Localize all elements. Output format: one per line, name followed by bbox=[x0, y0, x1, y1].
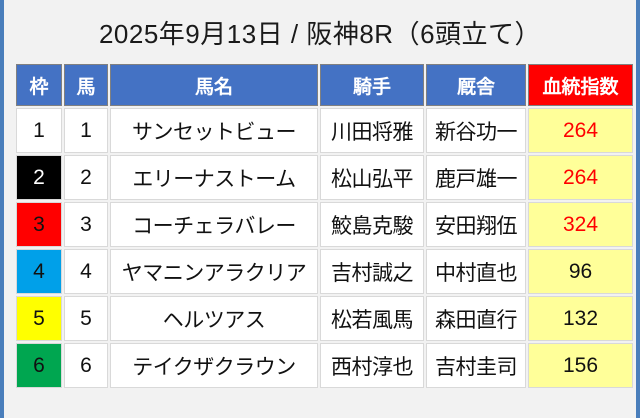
table-row[interactable]: 1 1 サンセットビュー 川田将雅 新谷功一 264 bbox=[16, 108, 633, 153]
cell-stable-name: 新谷功一 bbox=[426, 108, 526, 153]
cell-frame-number: 2 bbox=[16, 155, 62, 200]
cell-horse-name: エリーナストーム bbox=[110, 155, 318, 200]
column-header-jockey: 騎手 bbox=[320, 64, 424, 106]
cell-jockey-name: 西村淳也 bbox=[320, 343, 424, 388]
cell-stable-name: 中村直也 bbox=[426, 249, 526, 294]
cell-horse-number: 6 bbox=[64, 343, 108, 388]
cell-horse-name: コーチェラバレー bbox=[110, 202, 318, 247]
cell-blood-index: 96 bbox=[528, 249, 633, 294]
cell-horse-number: 1 bbox=[64, 108, 108, 153]
column-header-stable: 厩舎 bbox=[426, 64, 526, 106]
cell-frame-number: 4 bbox=[16, 249, 62, 294]
race-entry-table: 枠 馬 馬名 騎手 厩舎 血統指数 1 1 サンセットビュー 川田将雅 新谷功一 264 2… bbox=[14, 62, 635, 390]
cell-horse-name: テイクザクラウン bbox=[110, 343, 318, 388]
cell-jockey-name: 川田将雅 bbox=[320, 108, 424, 153]
cell-stable-name: 安田翔伍 bbox=[426, 202, 526, 247]
table-body: 1 1 サンセットビュー 川田将雅 新谷功一 264 2 2 エリーナストーム 松山弘平 鹿戸雄一 2… bbox=[16, 108, 633, 388]
table-row[interactable]: 2 2 エリーナストーム 松山弘平 鹿戸雄一 264 bbox=[16, 155, 633, 200]
frame-color-chip: 5 bbox=[17, 297, 61, 340]
column-header-blood-index: 血統指数 bbox=[528, 64, 633, 106]
column-header-waku: 枠 bbox=[16, 64, 62, 106]
column-header-uma: 馬 bbox=[64, 64, 108, 106]
frame-color-chip: 4 bbox=[17, 250, 61, 293]
cell-frame-number: 3 bbox=[16, 202, 62, 247]
cell-frame-number: 1 bbox=[16, 108, 62, 153]
cell-jockey-name: 松山弘平 bbox=[320, 155, 424, 200]
cell-frame-number: 6 bbox=[16, 343, 62, 388]
cell-blood-index: 324 bbox=[528, 202, 633, 247]
cell-jockey-name: 吉村誠之 bbox=[320, 249, 424, 294]
column-header-name: 馬名 bbox=[110, 64, 318, 106]
table-row[interactable]: 3 3 コーチェラバレー 鮫島克駿 安田翔伍 324 bbox=[16, 202, 633, 247]
table-row[interactable]: 4 4 ヤマニンアラクリア 吉村誠之 中村直也 96 bbox=[16, 249, 633, 294]
cell-blood-index: 264 bbox=[528, 108, 633, 153]
cell-stable-name: 吉村圭司 bbox=[426, 343, 526, 388]
cell-horse-name: サンセットビュー bbox=[110, 108, 318, 153]
table-header-row: 枠 馬 馬名 騎手 厩舎 血統指数 bbox=[16, 64, 633, 106]
frame-color-chip: 3 bbox=[17, 203, 61, 246]
cell-blood-index: 264 bbox=[528, 155, 633, 200]
cell-jockey-name: 鮫島克駿 bbox=[320, 202, 424, 247]
cell-horse-number: 3 bbox=[64, 202, 108, 247]
cell-horse-name: ヘルツアス bbox=[110, 296, 318, 341]
cell-stable-name: 森田直行 bbox=[426, 296, 526, 341]
cell-blood-index: 156 bbox=[528, 343, 633, 388]
cell-stable-name: 鹿戸雄一 bbox=[426, 155, 526, 200]
frame-color-chip: 6 bbox=[17, 344, 61, 387]
cell-horse-number: 2 bbox=[64, 155, 108, 200]
cell-horse-number: 4 bbox=[64, 249, 108, 294]
table-row[interactable]: 5 5 ヘルツアス 松若風馬 森田直行 132 bbox=[16, 296, 633, 341]
page-title: 2025年9月13日 / 阪神8R（6頭立て） bbox=[98, 19, 542, 49]
cell-frame-number: 5 bbox=[16, 296, 62, 341]
frame-color-chip: 1 bbox=[17, 109, 61, 152]
table-row[interactable]: 6 6 テイクザクラウン 西村淳也 吉村圭司 156 bbox=[16, 343, 633, 388]
cell-horse-number: 5 bbox=[64, 296, 108, 341]
cell-jockey-name: 松若風馬 bbox=[320, 296, 424, 341]
cell-horse-name: ヤマニンアラクリア bbox=[110, 249, 318, 294]
cell-blood-index: 132 bbox=[528, 296, 633, 341]
frame-color-chip: 2 bbox=[17, 156, 61, 199]
